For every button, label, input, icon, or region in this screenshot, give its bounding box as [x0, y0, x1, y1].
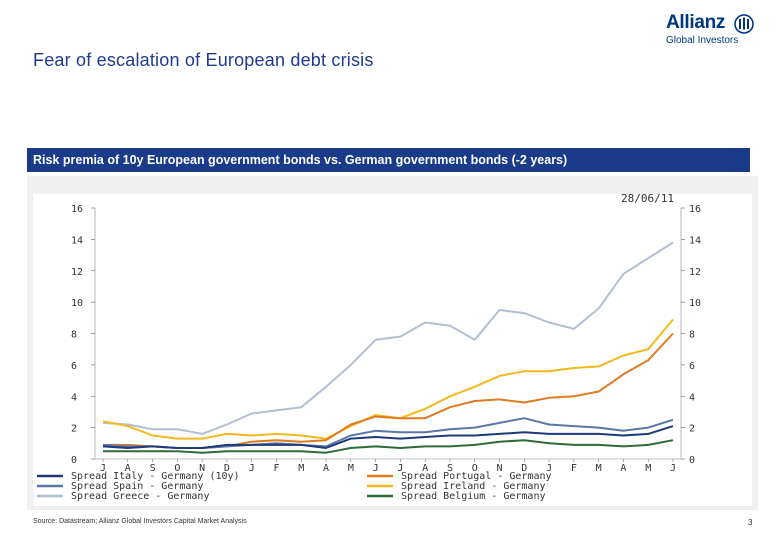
- y-tick-label-left: 2: [71, 424, 77, 435]
- x-tick-label: F: [571, 463, 577, 474]
- legend-label: Spread Spain - Germany: [71, 481, 203, 492]
- spread-chart: 0 0 2 2 4 4 6 6 8 8 10 10 12 12 14 14 16 16 28/06/11 J A S O N D…: [33, 192, 752, 506]
- y-tick-label-right: 4: [689, 392, 695, 403]
- legend-label: Spread Portugal - Germany: [401, 471, 552, 482]
- x-tick-label: A: [422, 463, 428, 474]
- page-number: 3: [748, 518, 753, 527]
- x-tick-label: M: [645, 463, 651, 474]
- y-tick-label-right: 10: [689, 298, 701, 309]
- x-tick-label: J: [249, 463, 255, 474]
- y-tick-label-left: 10: [71, 298, 83, 309]
- legend-label: Spread Belgium - Germany: [401, 491, 546, 502]
- eagle-logo-icon: [734, 14, 754, 34]
- y-tick-label-right: 8: [689, 330, 695, 341]
- y-tick-label-right: 6: [689, 361, 695, 372]
- series-line: [102, 425, 674, 449]
- x-tick-label: M: [298, 463, 304, 474]
- x-tick-label: M: [348, 463, 354, 474]
- series-line: [102, 241, 674, 435]
- x-tick-label: F: [273, 463, 279, 474]
- x-tick-label: J: [546, 463, 552, 474]
- x-tick-label: J: [100, 463, 106, 474]
- logo-subtitle: Global Investors: [666, 35, 739, 46]
- x-tick-label: D: [521, 463, 527, 474]
- x-tick-label: S: [447, 463, 453, 474]
- page-title: Fear of escalation of European debt cris…: [33, 50, 374, 70]
- series-line: [103, 439, 674, 454]
- y-tick-label-right: 14: [689, 235, 701, 246]
- chart-banner: Risk premia of 10y European government b…: [27, 148, 750, 172]
- chart-panel: 0 0 2 2 4 4 6 6 8 8 10 10 12 12 14 14 16 16 28/06/11 J A S O N D…: [27, 176, 758, 510]
- x-tick-label: J: [373, 463, 379, 474]
- x-tick-label: A: [125, 463, 131, 474]
- logo-word: Allianz: [666, 12, 726, 33]
- legend-label: Spread Greece - Germany: [71, 491, 209, 502]
- y-tick-label-right: 0: [689, 455, 695, 466]
- y-tick-label-left: 12: [71, 267, 83, 278]
- x-tick-label: A: [323, 463, 329, 474]
- y-tick-label-left: 4: [71, 392, 77, 403]
- x-tick-label: O: [472, 463, 478, 474]
- y-tick-label-right: 12: [689, 267, 701, 278]
- y-tick-label-right: 16: [689, 204, 701, 215]
- x-tick-label: N: [497, 463, 503, 474]
- legend-label: Spread Ireland - Germany: [401, 481, 546, 492]
- y-tick-label-left: 0: [71, 455, 77, 466]
- x-tick-label: O: [174, 463, 180, 474]
- x-tick-label: A: [620, 463, 626, 474]
- y-tick-label-left: 14: [71, 235, 83, 246]
- source-note: Source: Datastream; Allianz Global Inves…: [33, 518, 247, 525]
- x-tick-label: J: [397, 463, 403, 474]
- allianz-logo: Allianz Global Investors: [664, 10, 764, 50]
- plot-background: [33, 194, 752, 506]
- y-tick-label-left: 8: [71, 330, 77, 341]
- y-tick-label-right: 2: [689, 424, 695, 435]
- x-tick-label: S: [150, 463, 156, 474]
- y-tick-label-left: 6: [71, 361, 77, 372]
- legend-label: Spread Italy - Germany (10y): [71, 471, 240, 482]
- x-tick-label: M: [596, 463, 602, 474]
- x-tick-label: D: [224, 463, 230, 474]
- x-tick-label: J: [670, 463, 676, 474]
- date-label: 28/06/11: [621, 192, 674, 205]
- y-tick-label-left: 16: [71, 204, 83, 215]
- x-tick-label: N: [199, 463, 205, 474]
